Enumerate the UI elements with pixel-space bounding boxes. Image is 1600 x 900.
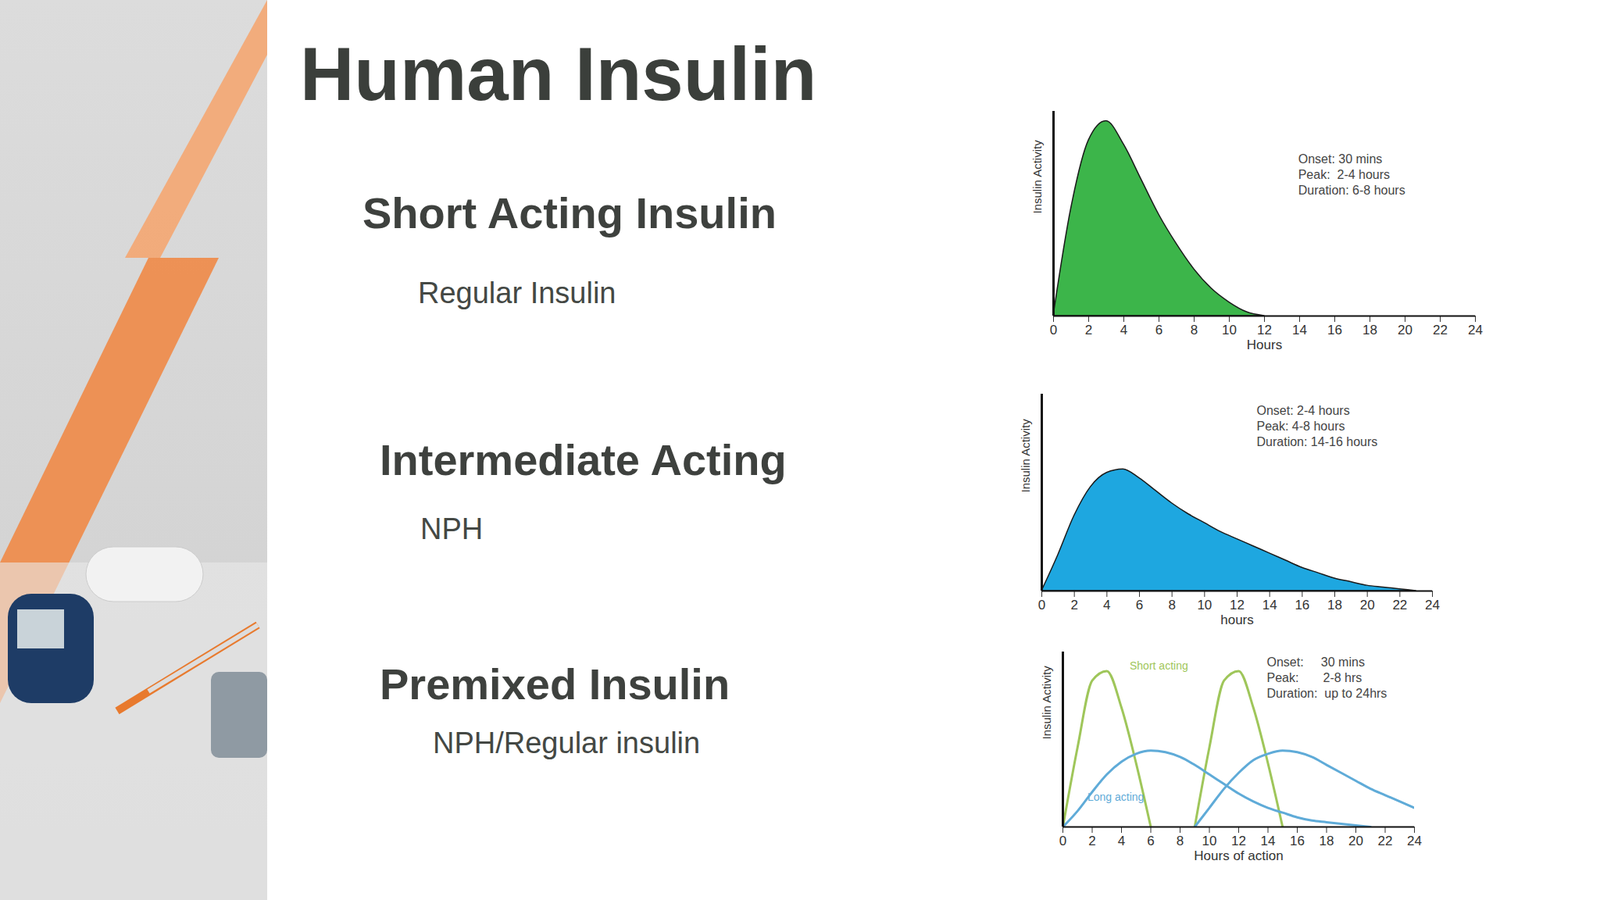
svg-text:18: 18 bbox=[1327, 597, 1343, 613]
svg-text:16: 16 bbox=[1294, 597, 1310, 613]
html-text:Intermediate Acting: Intermediate Acting bbox=[379, 435, 787, 485]
html-text:Human Insulin: Human Insulin bbox=[300, 32, 817, 116]
svg-text:6: 6 bbox=[1146, 833, 1154, 849]
svg-text:24: 24 bbox=[1425, 597, 1440, 613]
svg-text:2: 2 bbox=[1070, 597, 1078, 613]
svg-text:10: 10 bbox=[1221, 322, 1237, 338]
svg-text:16: 16 bbox=[1289, 833, 1305, 849]
html-text:NPH/Regular insulin: NPH/Regular insulin bbox=[432, 726, 701, 760]
html-text:Short Acting Insulin: Short Acting Insulin bbox=[362, 188, 777, 238]
svg-text:8: 8 bbox=[1190, 322, 1198, 338]
svg-text:22: 22 bbox=[1392, 597, 1408, 613]
svg-text:6: 6 bbox=[1135, 597, 1143, 613]
svg-text:8: 8 bbox=[1167, 597, 1175, 613]
svg-text:hours: hours bbox=[1220, 612, 1254, 628]
svg-text:2: 2 bbox=[1085, 322, 1093, 338]
svg-text:12: 12 bbox=[1231, 833, 1247, 849]
svg-text:4: 4 bbox=[1120, 322, 1128, 338]
svg-text:24: 24 bbox=[1407, 833, 1422, 849]
svg-text:Hours of action: Hours of action bbox=[1193, 848, 1283, 864]
svg-text:Insulin Activity: Insulin Activity bbox=[1018, 418, 1033, 493]
svg-text:6: 6 bbox=[1155, 322, 1163, 338]
svg-text:Onset: 30 minsPeak:: Onset: 30 minsPeak: 2-8 hrsDuration: up … bbox=[1267, 655, 1388, 700]
svg-text:Insulin Activity: Insulin Activity bbox=[1039, 665, 1054, 740]
svg-text:10: 10 bbox=[1202, 833, 1218, 849]
html-text:Regular Insulin: Regular Insulin bbox=[417, 276, 617, 310]
svg-text:10: 10 bbox=[1196, 597, 1212, 613]
svg-text:Insulin Activity: Insulin Activity bbox=[1030, 139, 1044, 215]
svg-text:18: 18 bbox=[1362, 322, 1378, 338]
svg-text:0: 0 bbox=[1050, 322, 1058, 338]
svg-text:16: 16 bbox=[1327, 322, 1343, 338]
svg-text:0: 0 bbox=[1059, 833, 1067, 849]
svg-text:20: 20 bbox=[1397, 322, 1413, 338]
html-text:Premixed Insulin: Premixed Insulin bbox=[379, 659, 730, 709]
svg-text:22: 22 bbox=[1378, 833, 1393, 849]
svg-text:18: 18 bbox=[1319, 833, 1335, 849]
svg-text:Hours: Hours bbox=[1246, 337, 1283, 353]
svg-text:14: 14 bbox=[1260, 833, 1276, 849]
svg-text:0: 0 bbox=[1038, 597, 1046, 613]
svg-text:8: 8 bbox=[1176, 833, 1184, 849]
svg-text:14: 14 bbox=[1292, 322, 1308, 338]
svg-text:12: 12 bbox=[1229, 597, 1245, 613]
svg-text:Onset: 2-4 hoursPeak: 4-8 hour: Onset: 2-4 hoursPeak: 4-8 hoursDuration:… bbox=[1257, 403, 1379, 449]
svg-text:20: 20 bbox=[1348, 833, 1364, 849]
svg-text:4: 4 bbox=[1117, 833, 1125, 849]
svg-text:20: 20 bbox=[1360, 597, 1375, 613]
svg-text:2: 2 bbox=[1088, 833, 1096, 849]
svg-text:14: 14 bbox=[1262, 597, 1278, 613]
svg-text:22: 22 bbox=[1432, 322, 1448, 338]
svg-text:Long acting: Long acting bbox=[1087, 790, 1144, 804]
html-text:NPH: NPH bbox=[420, 512, 483, 546]
svg-text:Short acting: Short acting bbox=[1129, 659, 1189, 672]
svg-text:24: 24 bbox=[1467, 322, 1483, 338]
svg-text:Onset: 30 minsPeak: 2-4 hours: Onset: 30 minsPeak: 2-4 hoursDuration: 6… bbox=[1298, 152, 1406, 197]
svg-text:12: 12 bbox=[1257, 322, 1272, 338]
svg-text:4: 4 bbox=[1103, 597, 1111, 613]
